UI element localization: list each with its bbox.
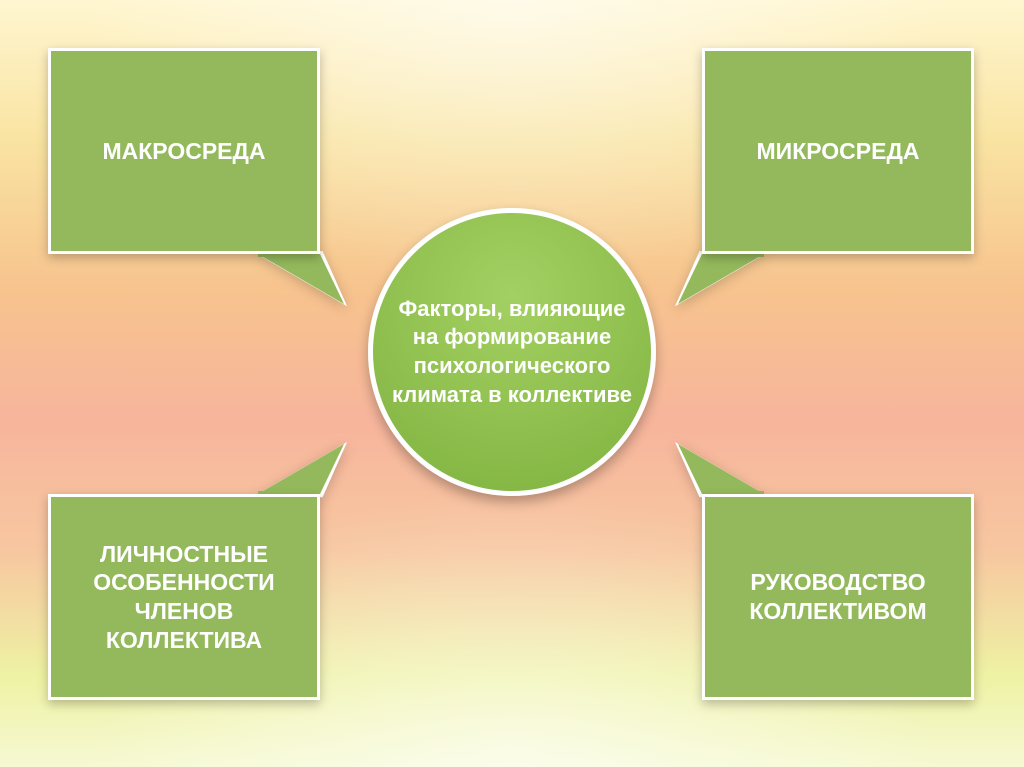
callout-tail	[678, 444, 764, 494]
center-text: Факторы, влияющие на формирование психол…	[391, 295, 633, 409]
callout-leadership: РУКОВОДСТВО КОЛЛЕКТИВОМ	[702, 494, 974, 700]
callout-personal: ЛИЧНОСТНЫЕ ОСОБЕННОСТИ ЧЛЕНОВ КОЛЛЕКТИВА	[48, 494, 320, 700]
callout-label: МИКРОСРЕДА	[757, 137, 920, 166]
callout-macro: МАКРОСРЕДА	[48, 48, 320, 254]
callout-tail	[258, 444, 344, 494]
callout-tail	[678, 254, 764, 304]
center-circle: Факторы, влияющие на формирование психол…	[368, 208, 656, 496]
diagram-canvas: МАКРОСРЕДА МИКРОСРЕДА ЛИЧНОСТНЫЕ ОСОБЕННОС…	[0, 0, 1024, 767]
callout-label: МАКРОСРЕДА	[102, 137, 265, 166]
callout-tail	[258, 254, 344, 304]
callout-micro: МИКРОСРЕДА	[702, 48, 974, 254]
callout-label: РУКОВОДСТВО КОЛЛЕКТИВОМ	[719, 568, 957, 626]
callout-label: ЛИЧНОСТНЫЕ ОСОБЕННОСТИ ЧЛЕНОВ КОЛЛЕКТИВА	[65, 540, 303, 655]
